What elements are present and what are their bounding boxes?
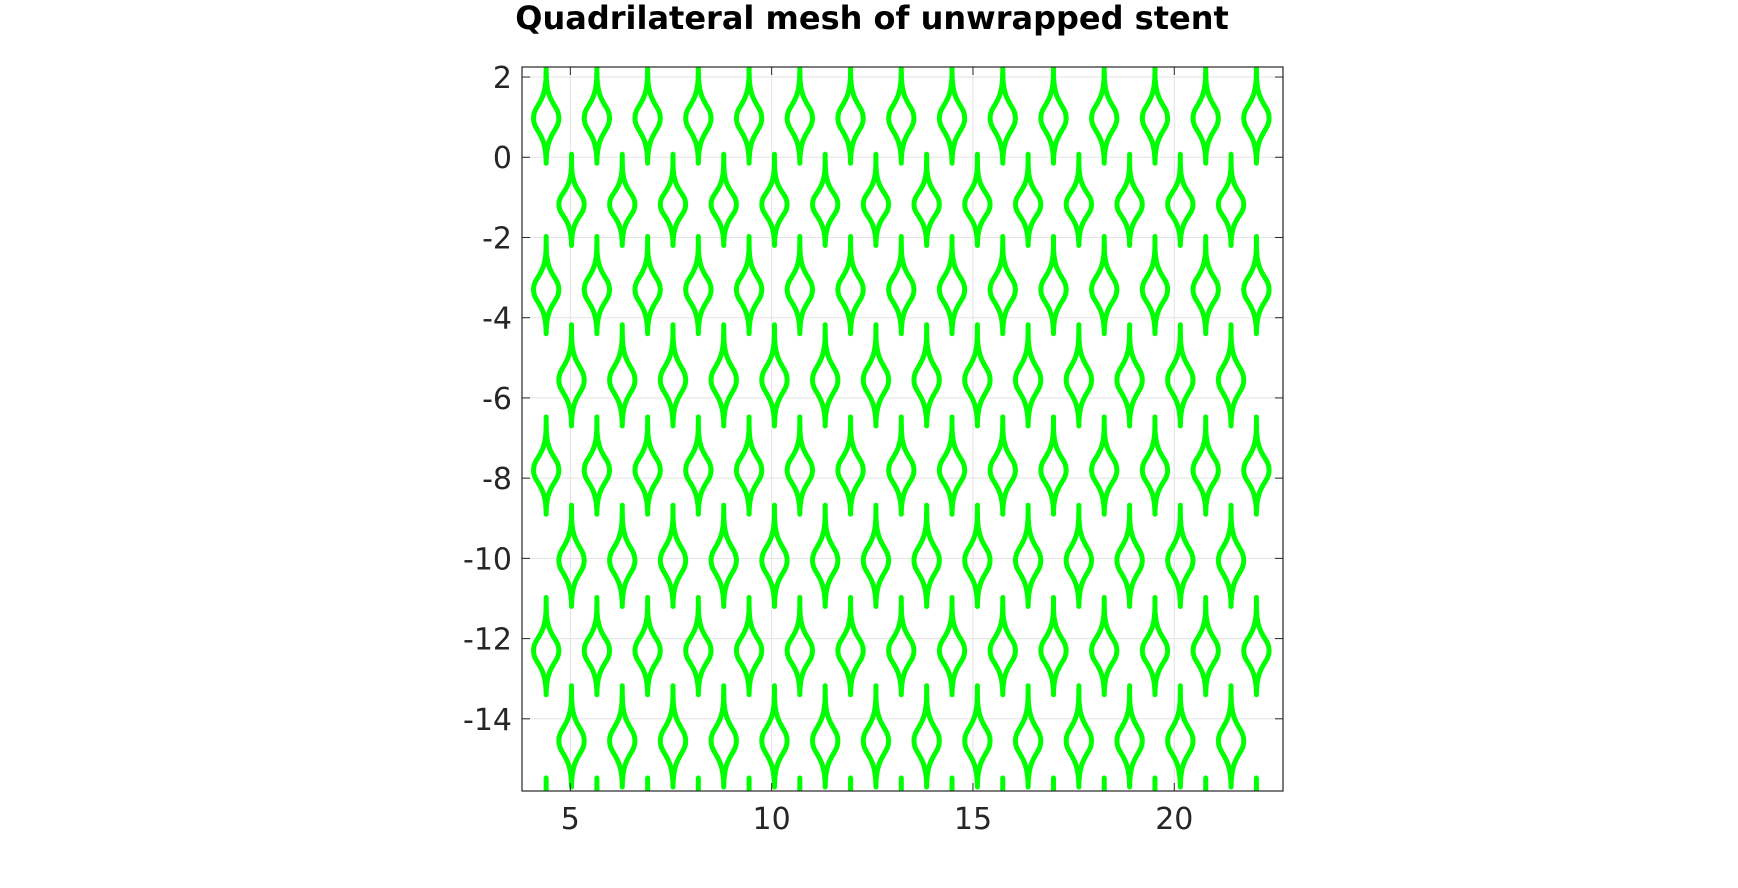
y-tick-label: -6 (482, 382, 512, 417)
axes-box (521, 66, 1284, 792)
y-tick-label: -2 (482, 221, 512, 256)
y-tick-label: -4 (482, 302, 512, 337)
y-tick-label: -10 (463, 542, 512, 577)
y-tick-label: 0 (493, 141, 512, 176)
y-tick-label: 2 (493, 61, 512, 96)
y-tick-label: -8 (482, 462, 512, 497)
plot-area: 5 10 15 20 20-2-4-6-8-10-12-14 (463, 61, 1284, 837)
x-tick-label: 5 (561, 802, 580, 837)
y-tick-label: -14 (463, 703, 512, 738)
x-tick-label: 20 (1155, 802, 1193, 837)
x-axis-ticks: 5 10 15 20 (561, 67, 1193, 837)
mesh-struts (530, 70, 1272, 790)
x-tick-label: 15 (954, 802, 992, 837)
chart-title: Quadrilateral mesh of unwrapped stent (515, 0, 1229, 37)
y-tick-label: -12 (463, 623, 512, 658)
y-axis-ticks: 2 0 -2 -4 -6 -8 -10 -12 -14 (463, 61, 1283, 738)
stent-mesh (530, 67, 1272, 791)
x-tick-label: 10 (753, 802, 791, 837)
